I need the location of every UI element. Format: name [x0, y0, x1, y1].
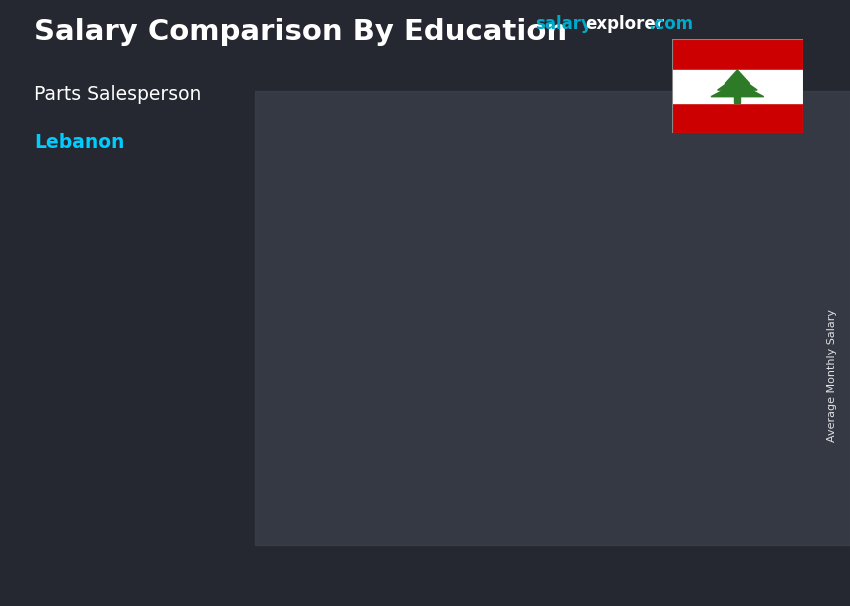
Polygon shape — [200, 408, 214, 570]
Bar — [110, 415, 127, 570]
Bar — [582, 296, 672, 570]
Polygon shape — [717, 76, 757, 90]
Bar — [255, 91, 850, 545]
Bar — [672, 39, 803, 70]
Polygon shape — [711, 82, 763, 97]
Bar — [347, 358, 363, 570]
Text: .com: .com — [649, 15, 694, 33]
Text: 9,690,000 LBP: 9,690,000 LBP — [218, 397, 337, 411]
Polygon shape — [672, 290, 686, 570]
Bar — [672, 103, 803, 133]
Text: +29%: +29% — [459, 169, 536, 193]
Text: 12,500,000 LBP: 12,500,000 LBP — [695, 310, 825, 325]
Text: Average Monthly Salary: Average Monthly Salary — [827, 309, 837, 442]
Text: 7,080,000 LBP: 7,080,000 LBP — [0, 430, 101, 445]
Bar — [672, 70, 803, 103]
Polygon shape — [582, 290, 686, 296]
Polygon shape — [110, 408, 214, 415]
Text: Lebanon: Lebanon — [34, 133, 124, 152]
Text: Salary Comparison By Education: Salary Comparison By Education — [34, 18, 567, 46]
Polygon shape — [725, 70, 750, 84]
Bar — [582, 296, 598, 570]
Text: Parts Salesperson: Parts Salesperson — [34, 85, 201, 104]
Text: salary: salary — [536, 15, 592, 33]
Polygon shape — [436, 351, 450, 570]
Text: +37%: +37% — [224, 278, 300, 302]
Bar — [110, 415, 200, 570]
Bar — [347, 358, 436, 570]
Bar — [734, 96, 740, 103]
Polygon shape — [347, 351, 450, 358]
Text: explorer: explorer — [585, 15, 664, 33]
